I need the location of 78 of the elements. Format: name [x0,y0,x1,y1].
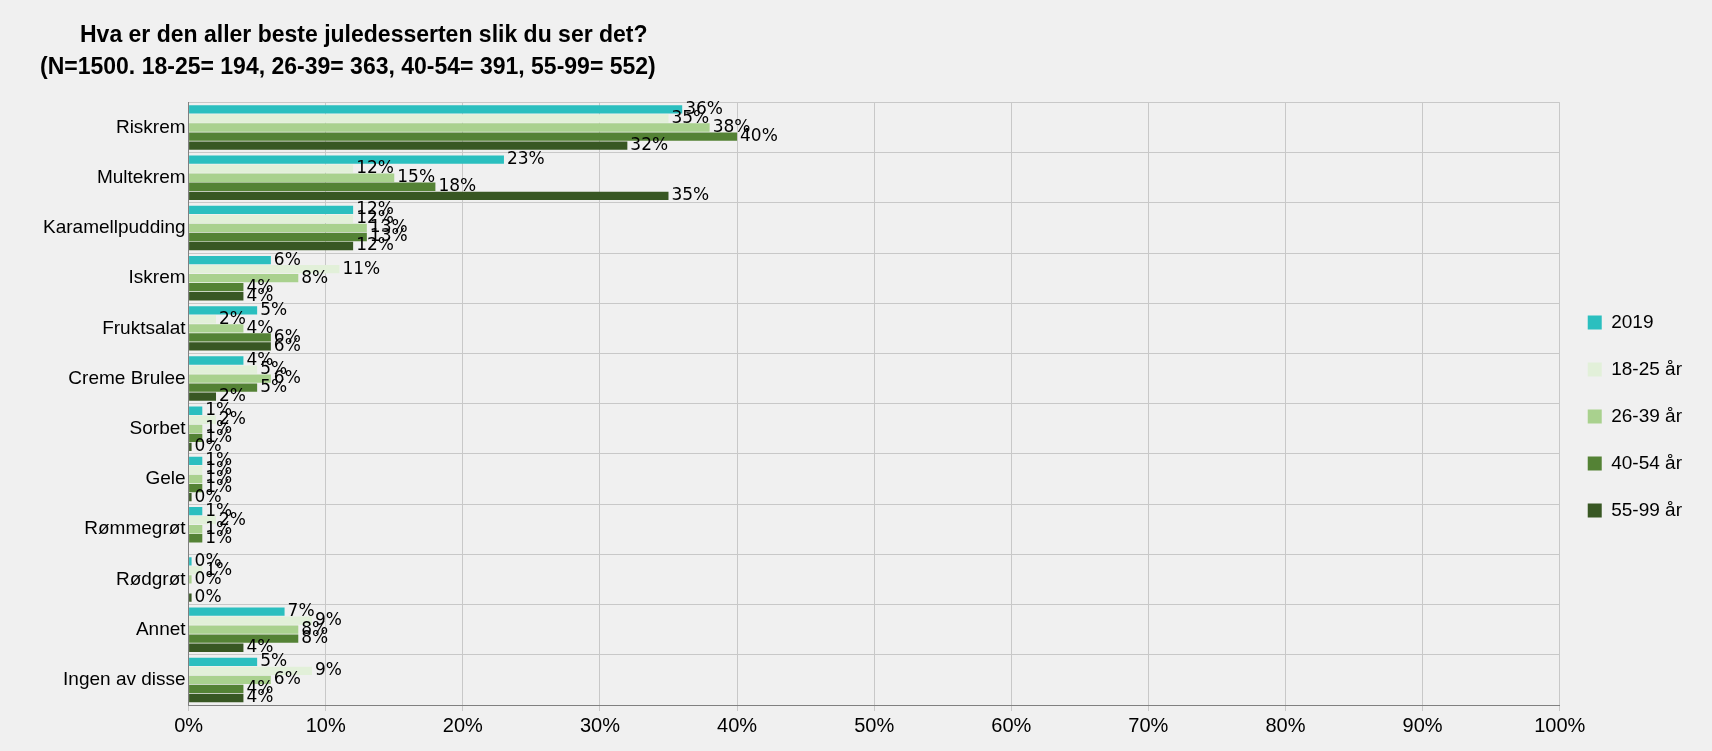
data-label: 23% [506,148,545,169]
x-tick-label: 100% [1534,713,1586,736]
y-tick-label: Rømmegrøt [84,517,187,539]
bar [189,141,628,150]
data-label: 15% [397,166,436,187]
legend-label: 2019 [1611,310,1654,332]
bar [189,223,367,233]
x-tick-label: 20% [442,713,484,736]
bar [189,173,395,182]
x-tick-label: 50% [854,713,895,736]
data-label: 0% [194,585,222,606]
y-tick-label: Annet [135,617,187,639]
x-tick-label: 90% [1402,713,1443,736]
x-tick-label: 60% [991,713,1032,736]
bar [189,643,244,652]
y-tick-label: Karamellpudding [43,216,186,238]
bar [189,164,354,173]
data-label: 6% [273,668,301,689]
bar [189,205,354,215]
bar [189,356,244,365]
bar [189,283,244,292]
bar [189,182,436,191]
legend-label: 18-25 år [1611,357,1683,379]
data-label: 18% [438,175,477,196]
y-tick-label: Creme Brulee [68,366,186,388]
bar [189,292,244,301]
data-label: 7% [287,600,315,621]
bar [189,315,217,324]
y-tick-label: Fruktsalat [102,316,187,338]
bar [189,693,244,703]
x-tick-label: 0% [174,713,204,736]
bar [189,123,710,132]
data-label: 8% [301,266,329,287]
bar [189,607,285,616]
data-label: 35% [671,184,710,205]
bar [189,474,203,484]
y-tick-label: Rødgrøt [115,567,187,589]
bar [189,365,258,374]
bar [189,525,203,534]
legend-label: 40-54 år [1611,451,1683,473]
bar [189,114,669,123]
bar [189,392,217,401]
y-tick-label: Ingen av disse [63,668,186,690]
x-tick-label: 10% [305,713,346,736]
chart-subtitle: (N=1500. 18-25= 194, 26-39= 363, 40-54= 391, 55-99= 552) [40,52,656,81]
data-label: 6% [273,248,301,269]
bar [189,214,354,224]
bar [189,424,203,433]
data-label: 4% [246,316,274,337]
bar [189,342,271,351]
data-label: 2% [219,307,246,328]
legend-label: 26-39 år [1611,404,1683,426]
bar [189,241,354,251]
y-tick-label: Iskrem [128,266,186,288]
chart-title: Hva er den aller beste juledesserten slik du ser det? [79,20,649,49]
y-tick-label: Riskrem [115,115,186,137]
legend-label: 55-99 år [1611,498,1683,520]
data-label: 9% [315,659,342,680]
x-tick-label: 40% [717,713,758,736]
y-tick-label: Multekrem [96,165,186,187]
bar [189,684,244,694]
bar [189,657,258,666]
bar [189,456,203,466]
data-label: 11% [342,257,381,278]
bar [189,534,203,543]
bar [189,406,203,415]
bar [189,255,271,265]
bar [189,324,244,333]
bar [189,333,271,342]
bar [189,191,669,200]
bar [189,465,203,475]
y-tick-label: Gele [145,467,186,489]
bar [189,507,203,516]
x-tick-label: 80% [1265,713,1306,736]
y-tick-label: Sorbet [129,417,187,439]
x-tick-label: 30% [579,713,621,736]
x-tick-label: 70% [1128,713,1169,736]
bar [189,625,299,634]
